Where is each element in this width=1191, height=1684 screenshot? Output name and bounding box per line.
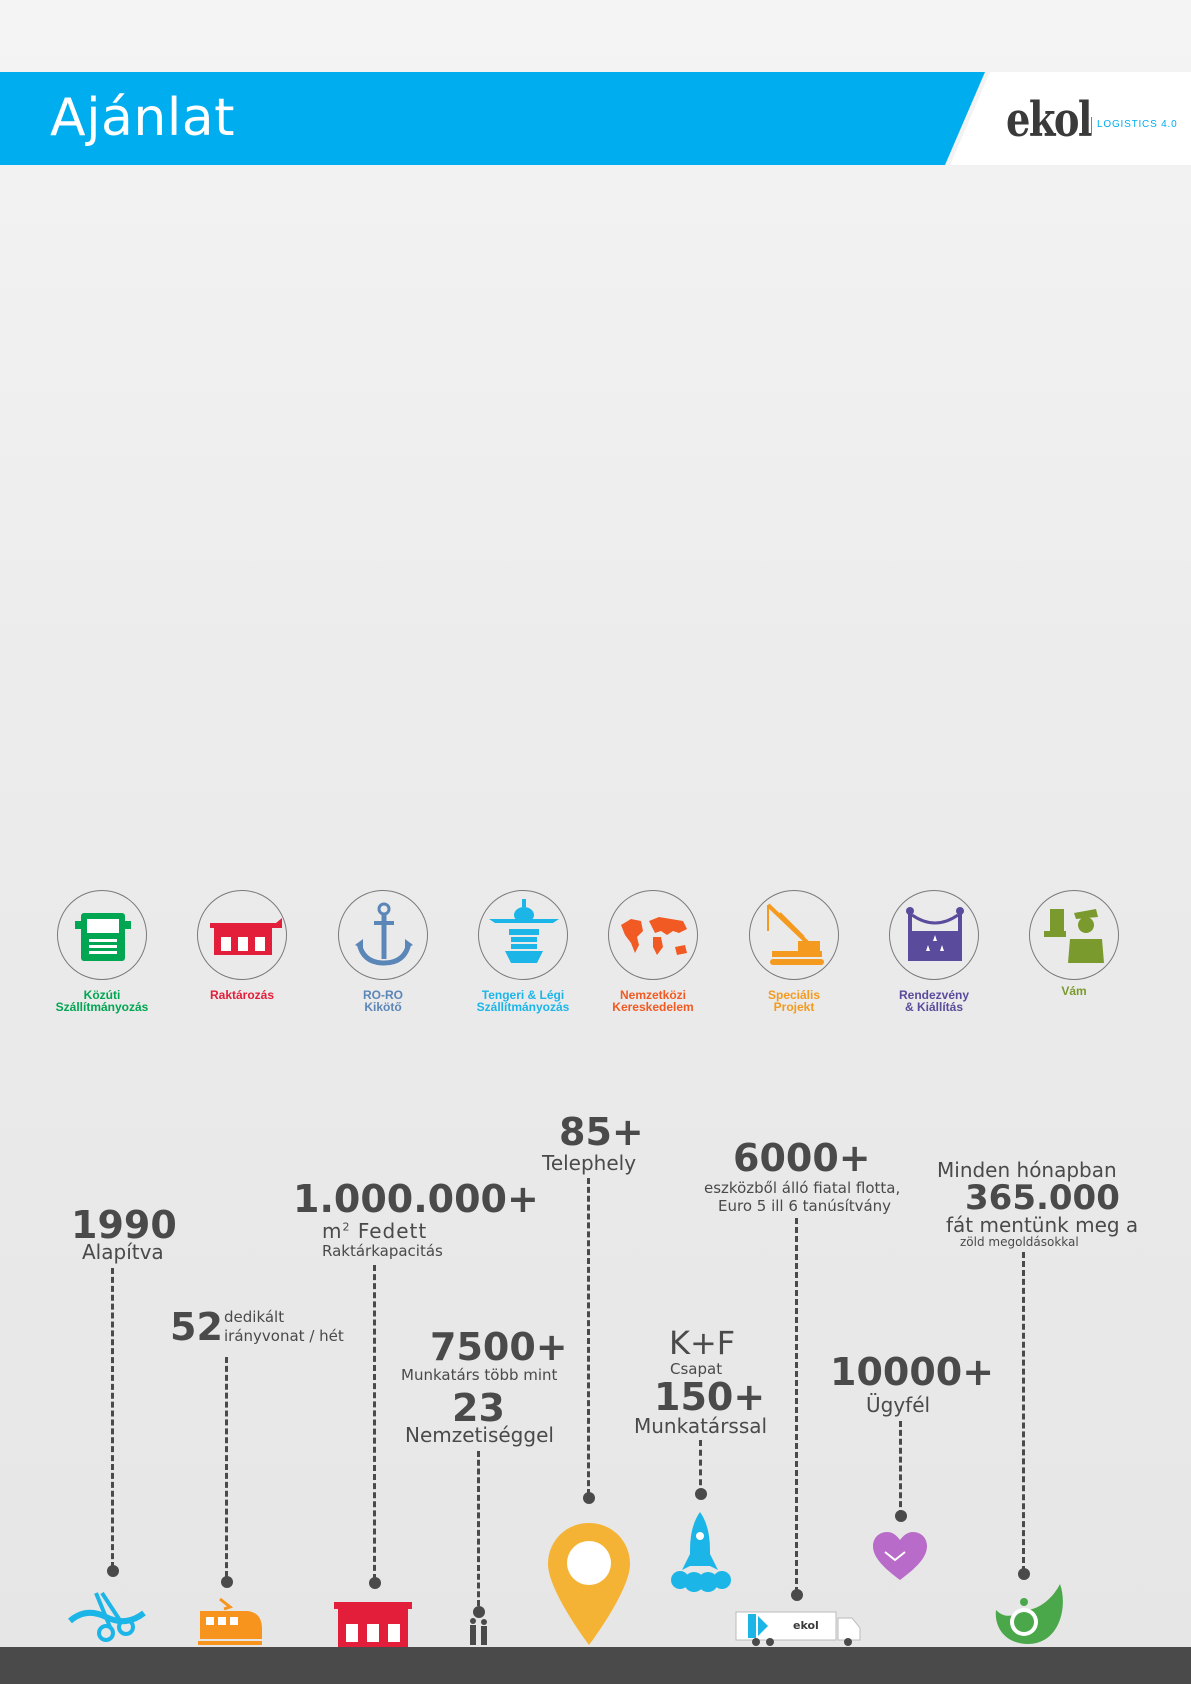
logo-tagline: LOGISTICS 4.0 — [1097, 119, 1178, 130]
warehouse-dot — [369, 1577, 381, 1589]
staff-count: 7500+ — [430, 1325, 568, 1369]
fleet-label-1: eszközből álló fiatal flotta, — [704, 1179, 901, 1197]
covered-label: Fedett — [350, 1219, 428, 1243]
service-international-trade[interactable] — [608, 890, 698, 980]
service-sea-air[interactable] — [478, 890, 568, 980]
nationalities-count: 23 — [452, 1386, 505, 1430]
trees-label-3: zöld megoldásokkal — [960, 1235, 1079, 1249]
customs-officer-icon — [1044, 909, 1104, 963]
warehouse-capacity: 1.000.000+ — [293, 1177, 539, 1221]
clients-connector — [899, 1421, 902, 1516]
warehouse-icon — [334, 1602, 412, 1647]
area-unit: m — [322, 1219, 343, 1243]
trees-dot — [1018, 1568, 1030, 1580]
service-roro-port[interactable] — [338, 890, 428, 980]
trains-label-1: dedikált — [224, 1308, 285, 1326]
fleet-count: 6000+ — [733, 1136, 871, 1180]
timeline-ground — [0, 1647, 1191, 1684]
sites-label: Telephely — [542, 1151, 637, 1175]
trains-count: 52 — [170, 1305, 223, 1349]
staff-dot — [473, 1606, 485, 1618]
clients-count: 10000+ — [830, 1350, 995, 1394]
service-label-trade: Nemzetközi Kereskedelem — [612, 988, 694, 1014]
trees-label-1: Minden hónapban — [937, 1158, 1117, 1182]
service-customs[interactable] — [1029, 890, 1119, 980]
truck-brand: ekol — [793, 1619, 819, 1632]
fleet-connector — [795, 1218, 798, 1593]
location-pin-icon — [548, 1523, 630, 1645]
trees-connector — [1022, 1252, 1025, 1572]
founded-dot — [107, 1565, 119, 1577]
service-warehousing[interactable] — [197, 890, 287, 980]
service-label-warehousing: Raktározás — [209, 988, 275, 1002]
trees-label-2: fát mentünk meg a — [946, 1213, 1139, 1237]
world-map-icon — [621, 917, 687, 955]
trains-connector — [225, 1357, 228, 1577]
founded-connector — [111, 1268, 114, 1568]
train-icon — [198, 1597, 262, 1645]
truck-icon — [75, 913, 131, 961]
sites-dot — [583, 1492, 595, 1504]
trains-label-2: irányvonat / hét — [224, 1327, 344, 1345]
warehouse-label-2: Raktárkapacitás — [322, 1242, 443, 1260]
page-title: Ajánlat — [50, 88, 236, 148]
service-label-road: Közúti Szállítmányozás — [55, 988, 149, 1014]
ribbon-scissors-icon — [68, 1591, 146, 1642]
service-events[interactable] — [889, 890, 979, 980]
staff-label-1: Munkatárs több mint — [401, 1366, 558, 1384]
rnd-label-2: Munkatárssal — [634, 1414, 768, 1438]
founded-year: 1990 — [71, 1203, 177, 1247]
anchor-icon — [355, 902, 413, 966]
service-label-events: Rendezvény & Kiállítás — [898, 988, 970, 1014]
clients-dot — [895, 1510, 907, 1522]
rnd-title: K+F — [669, 1324, 736, 1362]
warehouse-icon — [210, 918, 282, 955]
service-label-roro: RO-RO Kikötő — [363, 988, 403, 1014]
plane-ship-icon — [489, 899, 559, 963]
logo-divider — [1091, 117, 1092, 135]
trees-count: 365.000 — [965, 1178, 1120, 1218]
rnd-dot — [695, 1488, 707, 1500]
service-label-customs: Vám — [1061, 984, 1087, 998]
rnd-connector — [699, 1440, 702, 1495]
founded-label: Alapítva — [82, 1240, 164, 1264]
fleet-label-2: Euro 5 ill 6 tanúsítvány — [718, 1197, 892, 1215]
rocket-icon — [671, 1512, 731, 1592]
heart-handshake-icon — [873, 1532, 927, 1580]
warehouse-label-1: m2 Fedett — [322, 1219, 427, 1243]
rnd-count: 150+ — [654, 1375, 766, 1419]
fleet-dot — [791, 1589, 803, 1601]
truck-trailer-icon — [735, 1611, 861, 1646]
event-stage-icon — [906, 907, 964, 961]
area-unit-exponent: 2 — [342, 1220, 351, 1234]
header-band — [0, 72, 1191, 165]
people-icon — [470, 1618, 487, 1645]
rnd-label: Csapat — [670, 1360, 723, 1378]
sites-count: 85+ — [559, 1110, 644, 1154]
trains-dot — [221, 1576, 233, 1588]
staff-connector — [477, 1451, 480, 1606]
eco-leaf-icon — [995, 1584, 1063, 1644]
clients-label: Ügyfél — [866, 1393, 931, 1417]
service-label-special: Speciális Projekt — [767, 988, 821, 1014]
crane-icon — [766, 903, 824, 965]
sites-connector — [587, 1178, 590, 1495]
service-road-transport[interactable] — [57, 890, 147, 980]
staff-label-2: Nemzetiséggel — [405, 1423, 554, 1447]
service-special-project[interactable] — [749, 890, 839, 980]
service-label-sea-air: Tengeri & Légi Szállítmányozás — [476, 988, 570, 1014]
company-logo: ekol — [1006, 92, 1092, 148]
warehouse-connector — [373, 1265, 376, 1580]
